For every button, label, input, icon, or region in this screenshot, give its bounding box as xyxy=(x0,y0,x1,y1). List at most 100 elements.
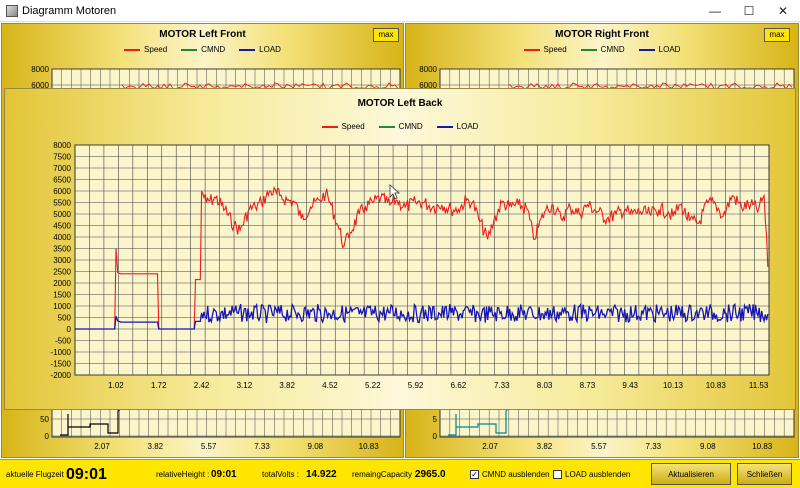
legend-speed: Speed xyxy=(523,45,567,54)
y-tick-label: 3500 xyxy=(53,245,71,254)
x-tick-label: 2.42 xyxy=(194,381,210,390)
legend-load: LOAD xyxy=(436,122,478,131)
x-tick-label: 3.82 xyxy=(537,442,553,451)
y-tick-label: -2000 xyxy=(51,371,72,380)
flight-time-value: 09:01 xyxy=(66,465,107,483)
title-bar: Diagramm Motoren — ☐ ✕ xyxy=(0,0,800,22)
y-tick-label: 0 xyxy=(433,432,438,441)
x-tick-label: 10.83 xyxy=(752,442,773,451)
y-tick-label: 7500 xyxy=(53,153,71,162)
x-tick-label: 5.57 xyxy=(201,442,217,451)
rel-height-label: relativeHeight : xyxy=(156,470,210,479)
x-tick-label: 7.33 xyxy=(254,442,270,451)
x-tick-label: 1.02 xyxy=(108,381,124,390)
legend: Speed CMND LOAD xyxy=(5,122,795,131)
x-tick-label: 3.12 xyxy=(237,381,253,390)
y-tick-label: 2500 xyxy=(53,268,71,277)
x-tick-label: 7.33 xyxy=(494,381,510,390)
legend-cmnd: CMND xyxy=(580,45,625,54)
y-tick-label: -1500 xyxy=(51,360,72,369)
legend: Speed CMND LOAD xyxy=(2,45,403,54)
series-load-line xyxy=(75,302,769,330)
refresh-button[interactable]: Aktualisieren xyxy=(651,463,731,485)
legend-cmnd: CMND xyxy=(181,45,225,54)
panel-title: MOTOR Left Back xyxy=(357,98,443,109)
x-tick-label: 5.92 xyxy=(408,381,424,390)
y-tick-label: 1000 xyxy=(53,302,71,311)
y-tick-label: 50 xyxy=(40,415,49,424)
x-tick-label: 2.07 xyxy=(482,442,498,451)
checkbox-box xyxy=(553,470,562,479)
y-tick-label: 4500 xyxy=(53,222,71,231)
y-tick-label: 4000 xyxy=(53,233,71,242)
y-tick-label: 6000 xyxy=(419,81,437,90)
series-speed-line xyxy=(121,82,399,90)
rel-height-value: 09:01 xyxy=(211,469,237,480)
x-tick-label: 6.62 xyxy=(451,381,467,390)
y-tick-label: 5 xyxy=(433,415,438,424)
max-button-right-front[interactable]: max xyxy=(764,28,790,42)
x-tick-label: 11.53 xyxy=(749,381,769,390)
x-tick-label: 5.22 xyxy=(365,381,381,390)
y-tick-label: 6500 xyxy=(53,176,71,185)
y-tick-label: 0 xyxy=(67,325,72,334)
y-tick-label: 500 xyxy=(58,314,72,323)
x-tick-label: 4.52 xyxy=(322,381,338,390)
x-tick-label: 10.83 xyxy=(706,381,727,390)
y-tick-label: 3000 xyxy=(53,256,71,265)
maximize-button[interactable]: ☐ xyxy=(743,3,755,18)
series-cmnd-line xyxy=(60,408,121,436)
x-tick-label: 5.57 xyxy=(591,442,607,451)
cmnd-hide-label: CMND ausblenden xyxy=(482,470,550,479)
load-hide-label: LOAD ausblenden xyxy=(565,470,631,479)
legend-cmnd: CMND xyxy=(378,122,423,131)
y-tick-label: 8000 xyxy=(31,65,49,74)
x-tick-label: 2.07 xyxy=(94,442,110,451)
x-tick-label: 8.73 xyxy=(580,381,596,390)
y-tick-label: -1000 xyxy=(51,348,72,357)
x-tick-label: 3.82 xyxy=(279,381,295,390)
minimize-button[interactable]: — xyxy=(709,3,721,18)
flight-time-label: aktuelle Flugzeit : xyxy=(6,470,69,479)
y-tick-label: 1500 xyxy=(53,291,71,300)
x-tick-label: 9.08 xyxy=(308,442,324,451)
cmnd-hide-checkbox[interactable]: ✓ CMND ausblenden xyxy=(470,460,550,488)
max-button-left-front[interactable]: max xyxy=(373,28,399,42)
series-speed-line xyxy=(75,186,769,330)
panel-title: MOTOR Left Front xyxy=(159,29,246,40)
y-tick-label: 2000 xyxy=(53,279,71,288)
app-icon xyxy=(6,4,18,17)
x-tick-label: 9.08 xyxy=(700,442,716,451)
x-tick-label: 1.72 xyxy=(151,381,167,390)
y-tick-label: -500 xyxy=(55,337,72,346)
x-tick-label: 10.13 xyxy=(663,381,684,390)
panel-title: MOTOR Right Front xyxy=(555,29,649,40)
chart-left-back: 8000750070006500600055005000450040003500… xyxy=(51,141,770,390)
window-title: Diagramm Motoren xyxy=(22,4,117,17)
close-app-button[interactable]: Schließen xyxy=(737,463,792,485)
y-tick-label: 7000 xyxy=(53,164,71,173)
panel-left-back: MOTOR Left Back Speed CMND LOAD 8000 7500… xyxy=(4,88,796,410)
chart-right-front: 8000 6000 5 0 2.07 3.82 5.57 7.33 9.08 10.83 xyxy=(419,65,795,451)
legend: Speed CMND LOAD xyxy=(406,45,798,54)
capacity-value: 2965.0 xyxy=(415,469,446,480)
legend-speed: Speed xyxy=(124,45,167,54)
capacity-label: remaingCapacity : xyxy=(352,470,417,479)
x-tick-label: 3.82 xyxy=(148,442,164,451)
legend-load: LOAD xyxy=(239,45,281,54)
y-tick-label: 5500 xyxy=(53,199,71,208)
y-tick-label: 8000 xyxy=(419,65,437,74)
series-cmnd-line xyxy=(448,408,509,436)
x-tick-label: 9.43 xyxy=(622,381,638,390)
status-bar: aktuelle Flugzeit : 09:01 relativeHeight… xyxy=(0,459,800,488)
total-volts-value: 14.922 xyxy=(306,469,337,480)
y-tick-label: 5000 xyxy=(53,210,71,219)
close-button[interactable]: ✕ xyxy=(777,3,789,18)
y-tick-label: 0 xyxy=(45,432,50,441)
load-hide-checkbox[interactable]: LOAD ausblenden xyxy=(553,460,630,488)
series-speed-line xyxy=(509,82,793,90)
x-tick-label: 8.03 xyxy=(537,381,553,390)
legend-speed: Speed xyxy=(321,122,365,131)
mouse-cursor-icon xyxy=(389,184,401,200)
